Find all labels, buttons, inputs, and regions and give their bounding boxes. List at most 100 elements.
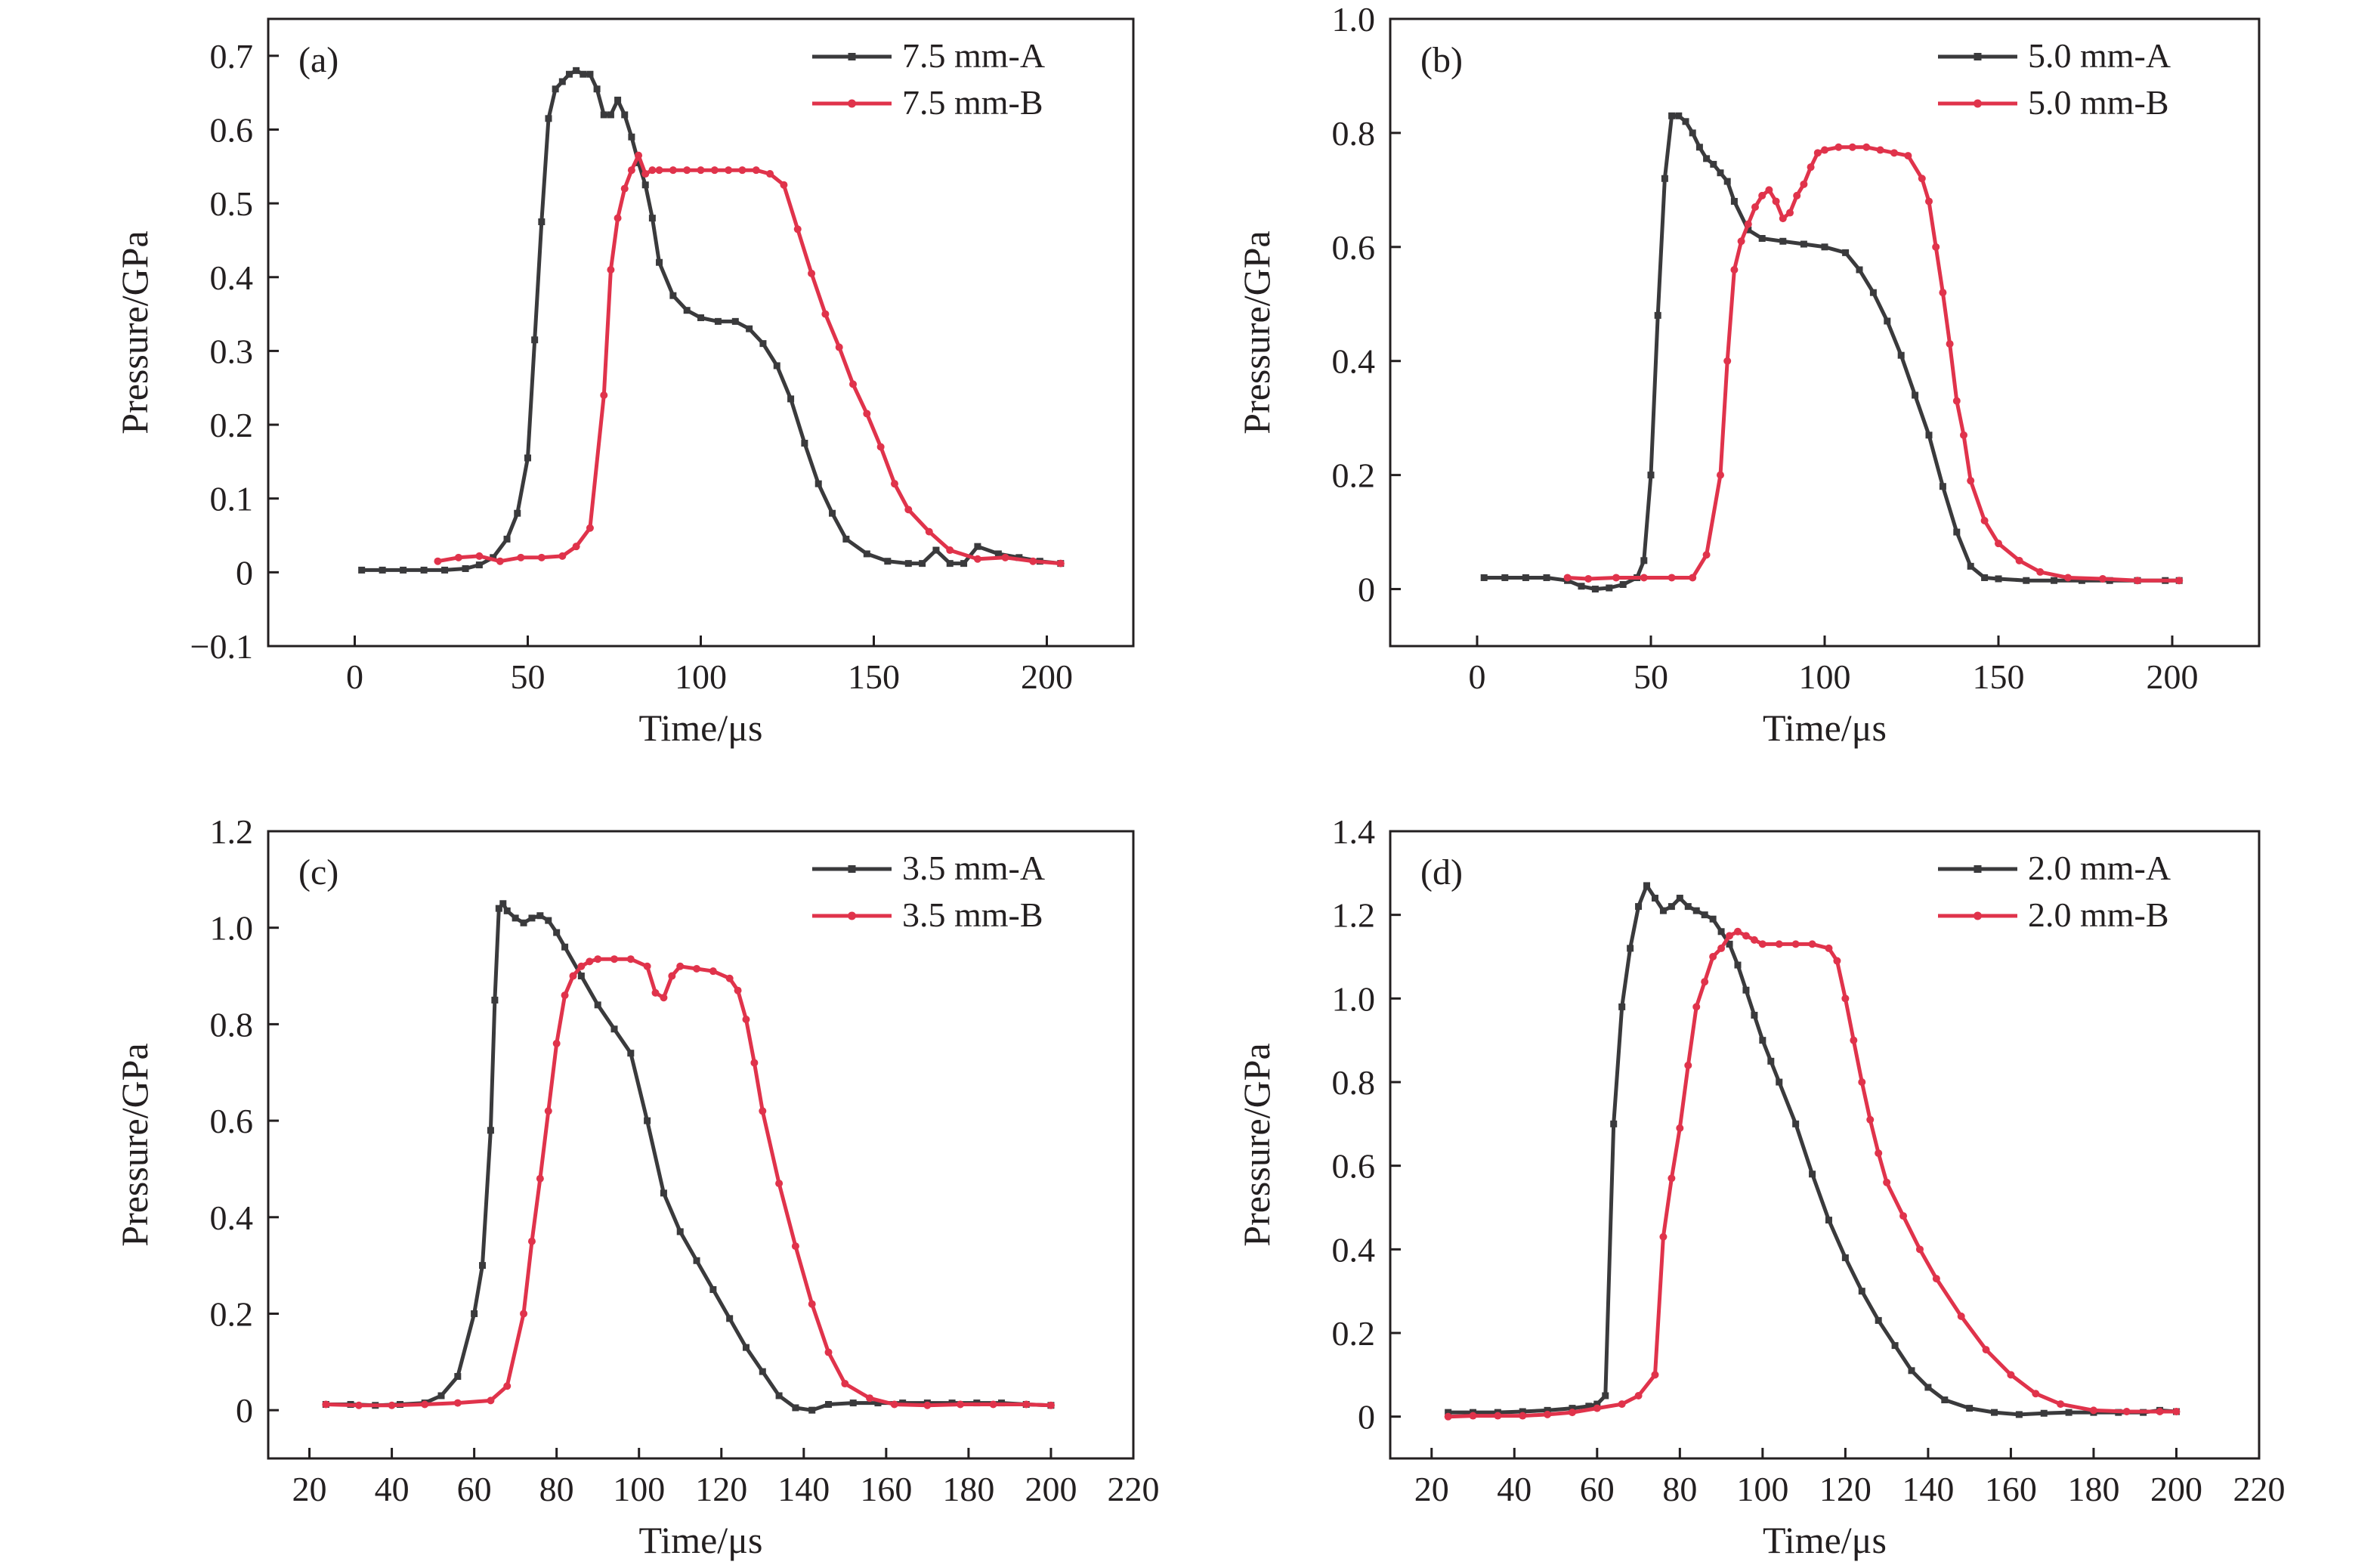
data-point [1717,471,1724,479]
data-point [1569,1405,1576,1412]
x-tick-label: 150 [848,657,900,696]
data-point [487,1127,494,1134]
data-point [1848,143,1856,151]
data-point [1692,1003,1701,1011]
data-point [1918,175,1926,183]
data-point [475,552,484,560]
data-point [421,1400,429,1409]
data-point [1544,1406,1551,1414]
data-point [829,509,836,517]
x-tick-label: 220 [1108,1470,1160,1508]
data-point [1875,1149,1883,1158]
data-point [552,1039,561,1047]
data-point [586,70,594,78]
data-point [1813,149,1822,157]
data-point [709,967,717,976]
y-tick-label: 1.0 [1332,0,1376,39]
y-tick-label: 0.8 [210,1005,254,1044]
data-point [1682,118,1689,125]
x-tick-label: 150 [1973,657,2025,696]
data-point [1767,1057,1775,1065]
legend-marker [848,911,856,920]
data-point [1758,235,1766,242]
data-point [752,166,760,175]
data-point [841,1380,849,1388]
data-point [1884,317,1891,325]
data-point [1444,1412,1452,1421]
y-tick-label: 0.6 [1332,1147,1376,1186]
data-point [863,550,870,558]
data-point [561,991,569,1000]
data-point [946,560,954,568]
data-point [1946,340,1954,348]
data-point [742,1344,750,1351]
y-axis-title: Pressure/GPa [1235,230,1278,434]
data-point [626,955,635,963]
data-point [388,1401,396,1409]
x-tick-label: 160 [860,1470,912,1508]
data-point [1800,180,1808,188]
data-point [1793,191,1801,199]
data-point [565,70,573,78]
data-point [503,907,511,914]
panel-label: (b) [1420,40,1463,80]
data-point [586,957,594,966]
data-point [1684,903,1692,911]
data-point [693,964,701,973]
data-point [1897,351,1905,359]
panel-label: (d) [1420,852,1463,892]
data-point [1563,574,1572,582]
x-axis-title: Time/μs [1763,707,1887,749]
data-point [750,1059,759,1067]
x-tick-label: 180 [2067,1470,2119,1508]
y-tick-label: 0.5 [210,184,254,223]
data-point [499,900,507,908]
data-point [849,380,858,388]
x-tick-label: 100 [613,1470,665,1508]
y-tick-label: 1.4 [1332,812,1376,851]
x-tick-label: 160 [1985,1470,2037,1508]
y-tick-label: 1.2 [1332,896,1376,935]
data-point [1585,1403,1593,1410]
data-point [808,1406,816,1414]
data-point [1904,152,1912,160]
data-point [2156,1408,2164,1416]
y-tick-label: 0.8 [1332,114,1376,153]
series-1 [1444,927,2181,1421]
legend-marker [848,53,856,60]
data-point [1809,1171,1816,1178]
data-point [1891,1342,1899,1350]
y-tick-label: 1.0 [210,909,254,948]
data-point [759,340,767,348]
data-point [453,1399,462,1407]
data-point [2057,1400,2065,1409]
data-point [1634,1392,1643,1399]
data-point [989,1400,997,1409]
data-point [2007,1371,2015,1379]
data-point [1744,220,1752,228]
data-point [1717,169,1724,177]
data-point [1602,1392,1609,1399]
data-point [1751,1011,1758,1019]
data-point [669,166,677,175]
data-point [1543,574,1550,581]
data-point [904,560,912,568]
data-point [925,527,933,536]
series-line [1446,929,2178,1419]
data-point [1618,1003,1626,1010]
data-point [538,218,546,226]
data-point [876,443,885,451]
series-1 [1563,143,2184,585]
data-point [537,553,546,561]
data-point [2099,574,2106,583]
data-point [1765,186,1773,194]
data-point [503,1382,512,1390]
data-point [1734,927,1742,936]
data-point [1480,574,1488,581]
data-point [552,85,559,93]
data-point [558,78,566,85]
data-point [462,564,469,572]
data-point [2172,1408,2181,1416]
data-point [1726,932,1734,940]
data-point [2175,577,2184,585]
